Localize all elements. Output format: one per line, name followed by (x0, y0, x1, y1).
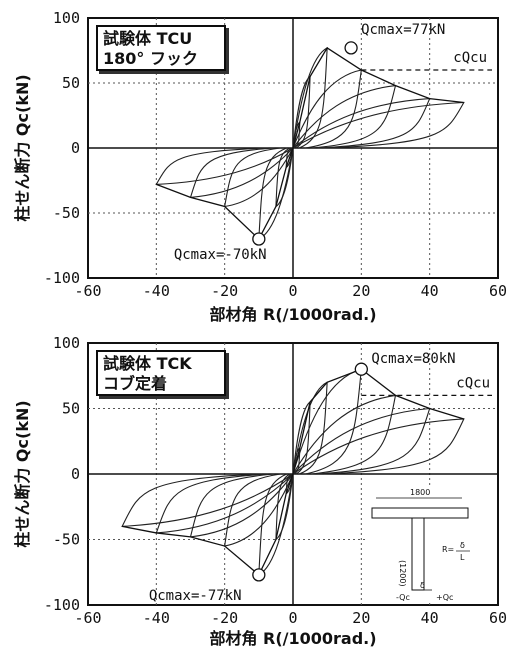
x-tick-label: 20 (352, 282, 370, 300)
peak-markers: Qcmax=80kN Qcmax=-77kN (149, 351, 456, 604)
x-tick-label: 40 (421, 282, 439, 300)
y-tick-label: 0 (71, 465, 80, 483)
reference-line-label: cQcu (456, 375, 490, 391)
x-tick-label: 40 (421, 609, 439, 627)
peak-label: Qcmax=-70kN (174, 247, 267, 263)
specimen-label-line1: 試験体 TCU (103, 29, 192, 48)
beam-shape (371, 507, 469, 519)
x-axis-title: 部材角 R(/1000rad.) (209, 629, 376, 648)
delta-label: δ (420, 581, 425, 590)
x-tick-label: 20 (352, 609, 370, 627)
y-axis-title: 柱せん断力 Qc(kN) (13, 74, 32, 221)
span-label: 1800 (410, 488, 430, 497)
chart-panel-tcu: Qcmax=77kN Qcmax=-70kN -60 -40 -20 0 20 40 60 1… (13, 9, 507, 324)
specimen-label-box: 試験体 TCU 180° フック (96, 25, 226, 71)
y-tick-labels: 100 50 0 -50 -100 (44, 334, 80, 614)
y-tick-labels: 100 50 0 -50 -100 (44, 9, 80, 287)
x-tick-labels: -60 -40 -20 0 20 40 60 (74, 609, 507, 627)
specimen-label-line2: 180° フック (103, 49, 198, 68)
x-tick-labels: -60 -40 -20 0 20 40 60 (74, 282, 507, 300)
x-tick-label: 60 (489, 609, 507, 627)
x-axis-title: 部材角 R(/1000rad.) (209, 305, 376, 324)
peak-label: Qcmax=-77kN (149, 588, 242, 604)
x-tick-label: -20 (211, 282, 238, 300)
x-tick-label: -40 (143, 282, 170, 300)
column-shape (411, 517, 425, 591)
reference-line-label: cQcu (453, 50, 487, 66)
peak-label: Qcmax=77kN (361, 22, 445, 38)
test-setup-inset: 1800 (1200) R= δ L δ -Qc +Qc (366, 485, 496, 602)
peak-label: Qcmax=80kN (371, 351, 455, 367)
y-tick-label: 0 (71, 139, 80, 157)
specimen-label-box: 試験体 TCK コブ定着 (96, 350, 226, 396)
x-tick-label: -60 (74, 609, 101, 627)
envelope-curve (122, 368, 465, 576)
hysteresis-loops (121, 368, 465, 576)
hysteresis-loops (155, 46, 465, 241)
y-tick-label: -100 (44, 269, 80, 287)
formula-r: R= (442, 545, 454, 554)
load-label-pos: +Qc (436, 593, 453, 602)
x-tick-label: 0 (288, 282, 297, 300)
peak-marker (354, 362, 368, 376)
y-tick-label: 100 (53, 9, 80, 27)
height-label: (1200) (398, 560, 407, 587)
y-tick-label: 50 (62, 74, 80, 92)
hysteresis-loop (292, 381, 328, 475)
specimen-label-line2: コブ定着 (103, 374, 167, 393)
x-tick-label: -20 (211, 609, 238, 627)
x-tick-label: 0 (288, 609, 297, 627)
formula-delta: δ (460, 541, 465, 550)
y-tick-label: -100 (44, 596, 80, 614)
y-tick-label: -50 (53, 531, 80, 549)
peak-marker (344, 41, 358, 55)
specimen-label-line1: 試験体 TCK (103, 354, 192, 373)
hysteresis-loop (292, 101, 465, 149)
y-axis-title: 柱せん断力 Qc(kN) (13, 400, 32, 547)
x-tick-label: -60 (74, 282, 101, 300)
load-label-neg: -Qc (396, 593, 410, 602)
peak-markers: Qcmax=77kN Qcmax=-70kN (174, 22, 446, 263)
gridlines (88, 343, 498, 605)
y-tick-label: -50 (53, 204, 80, 222)
peak-marker (252, 232, 266, 246)
x-tick-label: 60 (489, 282, 507, 300)
chart-panel-tck: Qcmax=80kN Qcmax=-77kN -60 -40 -20 0 20 40 60 1… (13, 334, 507, 648)
y-tick-label: 50 (62, 400, 80, 418)
y-tick-label: 100 (53, 334, 80, 352)
x-tick-label: -40 (143, 609, 170, 627)
formula-l: L (460, 553, 465, 562)
envelope-curve (156, 46, 464, 241)
peak-marker (252, 568, 266, 582)
